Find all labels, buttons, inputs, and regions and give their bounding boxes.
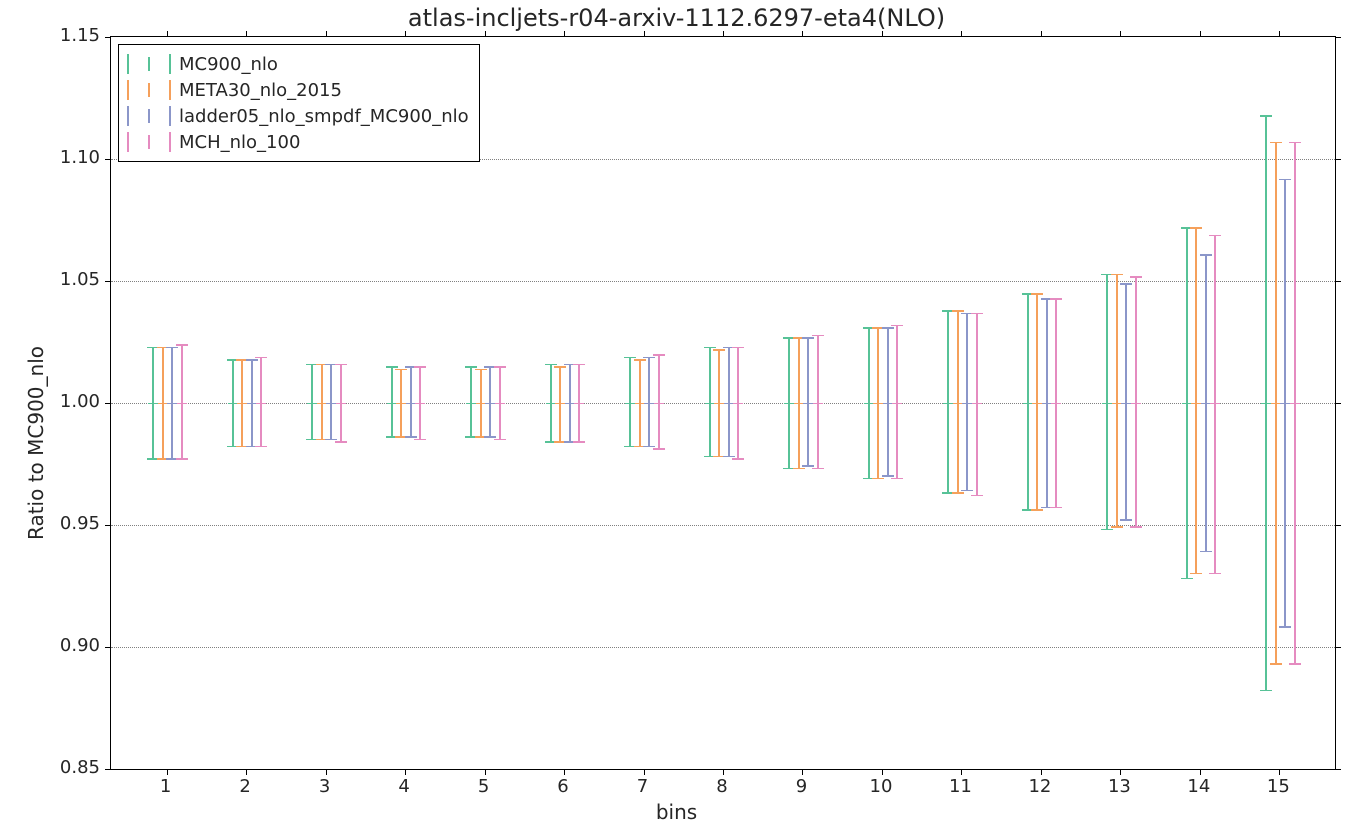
legend-item: MCH_nlo_100 [127, 129, 469, 155]
y-tick [105, 647, 111, 648]
legend-item: META30_nlo_2015 [127, 77, 469, 103]
grid-line [111, 525, 1335, 526]
chart-title: atlas-incljets-r04-arxiv-1112.6297-eta4(… [0, 4, 1353, 32]
x-tick [961, 31, 962, 37]
x-tick-label: 1 [146, 776, 186, 797]
x-tick [1279, 769, 1280, 775]
x-tick-label: 10 [861, 776, 901, 797]
x-tick-label: 8 [702, 776, 742, 797]
x-tick [246, 769, 247, 775]
x-tick [167, 31, 168, 37]
x-tick-label: 9 [781, 776, 821, 797]
y-tick-label: 1.15 [40, 25, 100, 46]
grid-line [111, 281, 1335, 282]
y-tick [105, 525, 111, 526]
y-tick [1335, 281, 1341, 282]
x-tick [1041, 769, 1042, 775]
x-tick [882, 31, 883, 37]
y-tick [1335, 159, 1341, 160]
grid-line [111, 647, 1335, 648]
x-tick [723, 769, 724, 775]
x-tick [326, 769, 327, 775]
x-tick [644, 31, 645, 37]
y-tick-label: 1.00 [40, 391, 100, 412]
y-tick [1335, 647, 1341, 648]
x-tick-label: 4 [384, 776, 424, 797]
y-tick [105, 159, 111, 160]
legend-swatch [127, 132, 171, 152]
y-tick-label: 0.85 [40, 757, 100, 778]
y-tick [1335, 525, 1341, 526]
legend-item: MC900_nlo [127, 51, 469, 77]
x-tick [882, 769, 883, 775]
x-tick [167, 769, 168, 775]
x-tick [644, 769, 645, 775]
legend-label: MCH_nlo_100 [179, 132, 300, 153]
legend-item: ladder05_nlo_smpdf_MC900_nlo [127, 103, 469, 129]
x-tick [802, 31, 803, 37]
y-tick-label: 1.05 [40, 269, 100, 290]
x-tick [1041, 31, 1042, 37]
x-tick [326, 31, 327, 37]
x-tick [802, 769, 803, 775]
y-axis-label: Ratio to MC900_nlo [24, 346, 48, 540]
y-tick-label: 1.10 [40, 147, 100, 168]
x-tick [564, 769, 565, 775]
y-tick-label: 0.90 [40, 635, 100, 656]
x-tick [1120, 769, 1121, 775]
x-tick [405, 769, 406, 775]
x-tick-label: 6 [543, 776, 583, 797]
legend-label: META30_nlo_2015 [179, 80, 342, 101]
legend: MC900_nlo META30_nlo_2015 ladder05_nlo_smp… [118, 44, 480, 162]
legend-label: ladder05_nlo_smpdf_MC900_nlo [179, 106, 469, 127]
x-tick-label: 5 [464, 776, 504, 797]
x-tick [246, 31, 247, 37]
x-tick-label: 11 [940, 776, 980, 797]
x-axis-label: bins [0, 800, 1353, 824]
x-tick [1279, 31, 1280, 37]
x-tick [485, 769, 486, 775]
x-tick-label: 3 [305, 776, 345, 797]
x-tick-label: 15 [1258, 776, 1298, 797]
x-tick-label: 13 [1099, 776, 1139, 797]
legend-swatch [127, 54, 171, 74]
y-tick [105, 769, 111, 770]
x-tick [723, 31, 724, 37]
legend-label: MC900_nlo [179, 54, 278, 75]
x-tick [1200, 31, 1201, 37]
x-tick-label: 14 [1179, 776, 1219, 797]
y-tick [1335, 769, 1341, 770]
x-tick [485, 31, 486, 37]
x-tick-label: 12 [1020, 776, 1060, 797]
y-tick [105, 403, 111, 404]
y-tick-label: 0.95 [40, 513, 100, 534]
x-tick [961, 769, 962, 775]
legend-swatch [127, 80, 171, 100]
y-tick [105, 281, 111, 282]
x-tick [1120, 31, 1121, 37]
x-tick [1200, 769, 1201, 775]
y-tick [105, 37, 111, 38]
x-tick-label: 2 [225, 776, 265, 797]
x-tick-label: 7 [623, 776, 663, 797]
y-tick [1335, 37, 1341, 38]
x-tick [564, 31, 565, 37]
legend-swatch [127, 106, 171, 126]
x-tick [405, 31, 406, 37]
y-tick [1335, 403, 1341, 404]
